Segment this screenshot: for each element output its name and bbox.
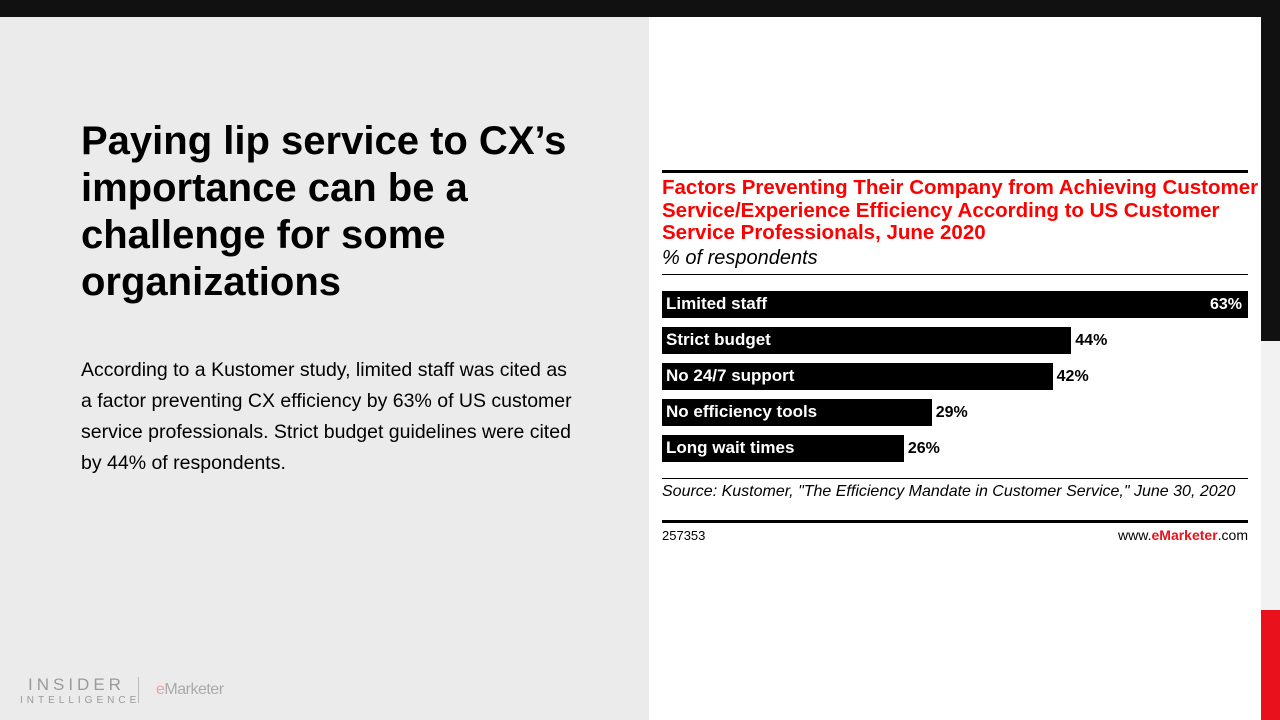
chart-title: Factors Preventing Their Company from Ac…	[662, 176, 1259, 244]
logo-line1: INSIDER	[28, 675, 125, 694]
logo-divider	[138, 677, 139, 703]
chart-id: 257353	[662, 528, 706, 543]
bar-label: Strict budget	[666, 330, 771, 349]
chart-sub-rule	[662, 274, 1248, 275]
chart-source: Source: Kustomer, "The Efficiency Mandat…	[662, 483, 1236, 500]
bar-value-label: 26%	[907, 440, 940, 457]
bar-value-label: 44%	[1075, 332, 1108, 349]
side-strip-dark	[1261, 17, 1280, 341]
bar-label: Long wait times	[666, 438, 795, 457]
bar-value-label: 42%	[1056, 368, 1089, 385]
chart-bottom-rule	[662, 478, 1248, 479]
logo-line2: INTELLIGENCE	[20, 695, 141, 706]
chart-subtitle: % of respondents	[662, 247, 818, 269]
bar-label: No efficiency tools	[666, 402, 818, 421]
top-bar	[0, 0, 1280, 17]
bar-value-label: 63%	[1209, 296, 1242, 313]
slide-body: According to a Kustomer study, limited s…	[81, 359, 572, 474]
bar: No efficiency tools 29%	[662, 399, 968, 426]
bar: No 24/7 support 42%	[662, 363, 1089, 390]
bar: Limited staff 63%	[662, 291, 1248, 318]
bar: Strict budget 44%	[662, 327, 1107, 354]
bar-label: No 24/7 support	[666, 366, 795, 385]
slide-headline: Paying lip service to CX’s importance ca…	[81, 119, 567, 304]
site-url: www.eMarketer.com	[1118, 527, 1248, 543]
chart-top-rule	[662, 170, 1248, 173]
side-strip-light	[1261, 341, 1280, 610]
side-strip-red	[1261, 610, 1280, 720]
bar-value-label: 29%	[935, 404, 968, 421]
emarketer-logo: eMarketer	[156, 681, 224, 698]
chart-footer-rule	[662, 520, 1248, 523]
bar-label: Limited staff	[666, 294, 768, 313]
bar: Long wait times 26%	[662, 435, 940, 462]
